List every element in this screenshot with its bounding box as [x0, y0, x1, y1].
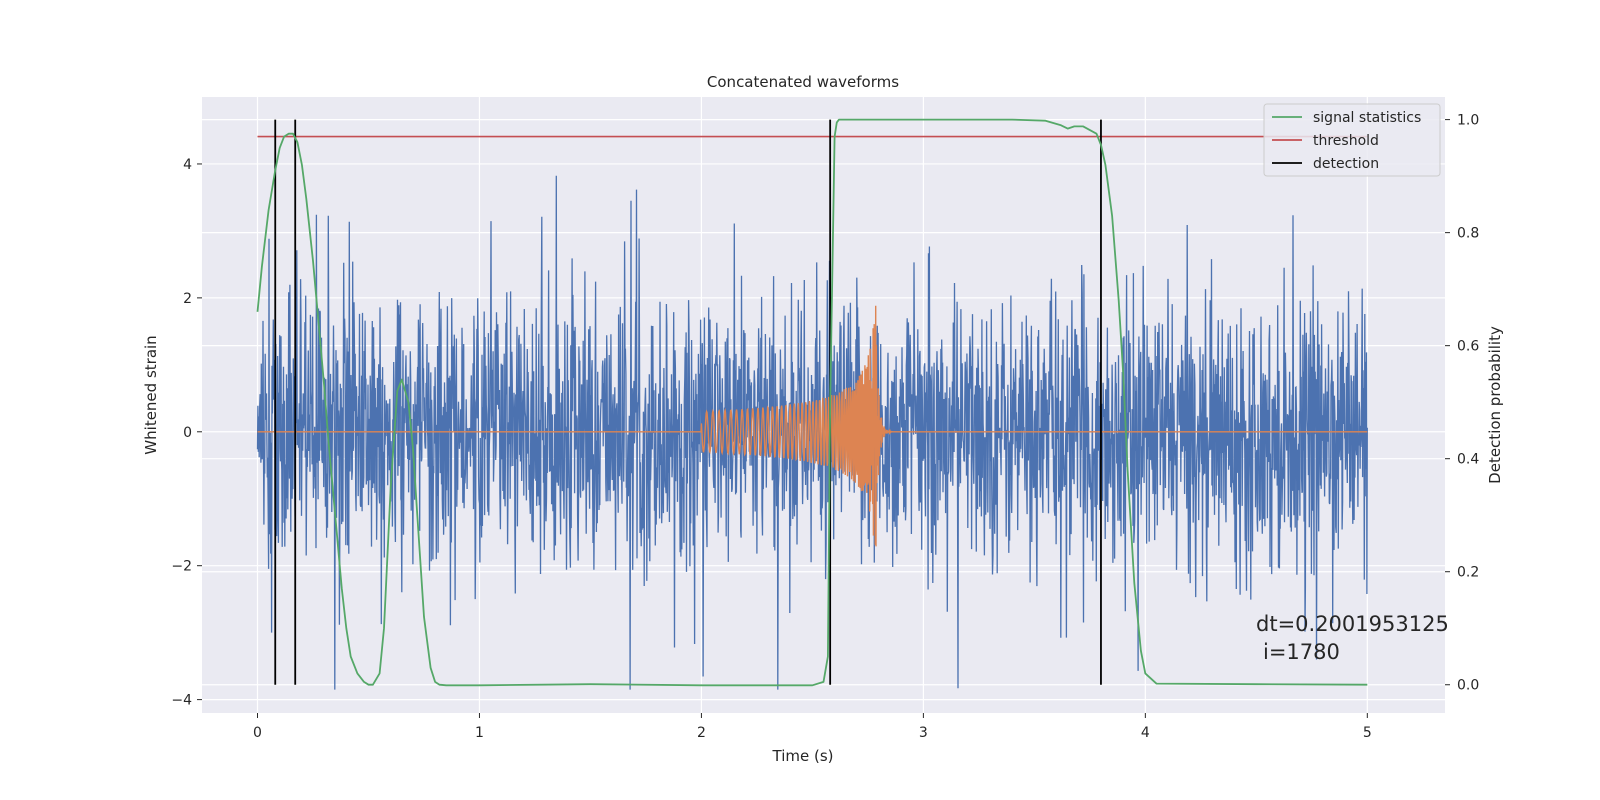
y-tick-label-left: −4	[171, 693, 192, 709]
signal-statistics-line	[256, 118, 1368, 687]
y-tick-label-left: 0	[183, 425, 192, 441]
detection-series	[274, 119, 1102, 685]
annotation-dt: dt=0.2001953125	[1256, 612, 1449, 636]
x-tick-label: 4	[1141, 725, 1150, 741]
y-axis-label-right: Detection probability	[1486, 326, 1504, 484]
y-tick-label-right: 0.2	[1457, 565, 1479, 581]
y-tick-label-right: 1.0	[1457, 113, 1479, 129]
x-axis-label: Time (s)	[772, 747, 834, 765]
legend: signal statistics threshold detection	[1263, 103, 1441, 177]
legend-entry-signal-statistics: signal statistics	[1313, 110, 1421, 126]
legend-entry-detection: detection	[1313, 156, 1379, 172]
x-tick-label: 2	[697, 725, 706, 741]
x-tick-label: 3	[919, 725, 928, 741]
y-tick-label-right: 0.0	[1457, 678, 1479, 694]
template-series	[257, 305, 1368, 547]
annotation-index: i=1780	[1263, 640, 1340, 664]
y-axis-label-left: Whitened strain	[142, 335, 160, 454]
x-tick-label: 0	[253, 725, 262, 741]
x-tick-label: 1	[475, 725, 484, 741]
y-tick-label-left: 4	[183, 157, 192, 173]
y-tick-label-right: 0.8	[1457, 226, 1479, 242]
chart-title: Concatenated waveforms	[707, 73, 899, 91]
y-tick-label-left: 2	[183, 291, 192, 307]
x-tick-label: 5	[1363, 725, 1372, 741]
y-tick-label-right: 0.6	[1457, 339, 1479, 355]
legend-entry-threshold: threshold	[1313, 133, 1379, 149]
signal-statistics-series	[256, 118, 1368, 687]
y-tick-label-left: −2	[171, 559, 192, 575]
axis-ticks: 0 1 2 3 4 5 −4 −2 0 2 4 0.0 0.2 0.4 0.6 0.8 1.0	[171, 113, 1479, 741]
y-tick-label-right: 0.4	[1457, 452, 1479, 468]
template-line	[257, 305, 1368, 547]
